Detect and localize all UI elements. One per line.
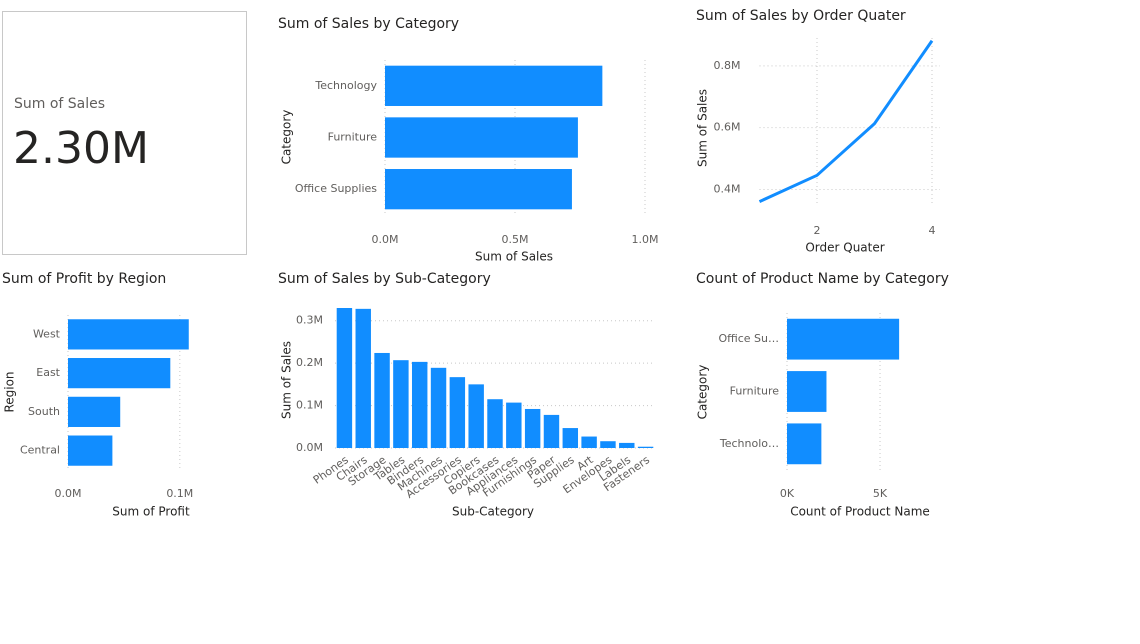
bar [619,442,635,448]
bar [524,408,541,448]
y-tick-label: 0.4M [714,183,741,196]
line [758,39,934,203]
bar [336,308,353,448]
x-axis-title: Count of Product Name [790,505,930,519]
y-tick-label: 0.8M [714,59,741,72]
bar [374,352,390,448]
bar [787,318,900,360]
bar [68,435,113,466]
bar [385,65,603,106]
y-tick-label: Technology [314,79,377,92]
x-tick-label: 1.0M [632,233,659,246]
x-tick-label: 0.0M [372,233,399,246]
bar [581,436,597,448]
chart-title: Sum of Profit by Region [2,271,166,287]
x-tick-label: 0.0M [55,487,82,500]
y-tick-label: South [28,405,60,418]
bar [68,319,189,350]
bar [787,423,822,465]
x-axis-title: Sum of Sales [475,250,553,264]
bar [411,361,428,448]
bar [468,384,484,448]
x-tick-label: 0.5M [502,233,529,246]
bar [430,367,447,448]
x-axis-title: Order Quater [805,241,884,255]
y-axis-title: Sum of Sales [280,341,294,419]
bar [562,428,579,448]
y-axis-title: Sum of Sales [696,89,710,167]
y-tick-label: Office Supplies [295,182,377,195]
x-axis-title: Sub-Category [452,505,534,519]
chart-title: Sum of Sales by Sub-Category [278,271,491,287]
chart-title: Count of Product Name by Category [696,271,949,287]
x-tick-label: 2 [814,224,821,237]
y-axis-title: Region [3,371,17,412]
x-tick-label: 0.1M [166,487,193,500]
y-tick-label: 0.2M [296,356,323,369]
card-frame [2,11,247,255]
x-tick-label: 5K [873,487,888,500]
bar [506,402,522,448]
card-value: 2.30M [13,123,149,174]
bar [543,414,560,448]
bar [68,396,121,427]
bar [637,446,654,448]
y-tick-label: 0.0M [296,441,323,454]
y-tick-label: East [36,366,60,379]
x-axis-title: Sum of Profit [112,505,190,519]
y-tick-label: 0.1M [296,399,323,412]
chart-title: Sum of Sales by Order Quater [696,8,906,24]
y-tick-label: 0.6M [714,121,741,134]
bar [449,377,466,448]
y-tick-label: Furniture [328,131,378,144]
y-tick-label: Furniture [730,385,780,398]
x-tick-label: 0K [780,487,795,500]
y-axis-title: Category [280,110,294,165]
y-tick-label: West [33,327,61,340]
bar [68,358,171,389]
chart-title: Sum of Sales by Category [278,16,459,32]
x-tick-label: 4 [929,224,936,237]
y-tick-label: 0.3M [296,314,323,327]
y-axis-title: Category [696,365,710,420]
bar [385,117,578,158]
y-tick-label: Technolo… [719,437,779,450]
y-tick-label: Central [20,444,60,457]
bar [487,399,503,448]
bar [355,308,371,448]
bar [385,169,572,210]
card-label: Sum of Sales [14,96,105,112]
bar [600,441,616,448]
bar [787,371,827,412]
y-tick-label: Office Su… [718,332,779,345]
bar [393,360,409,448]
